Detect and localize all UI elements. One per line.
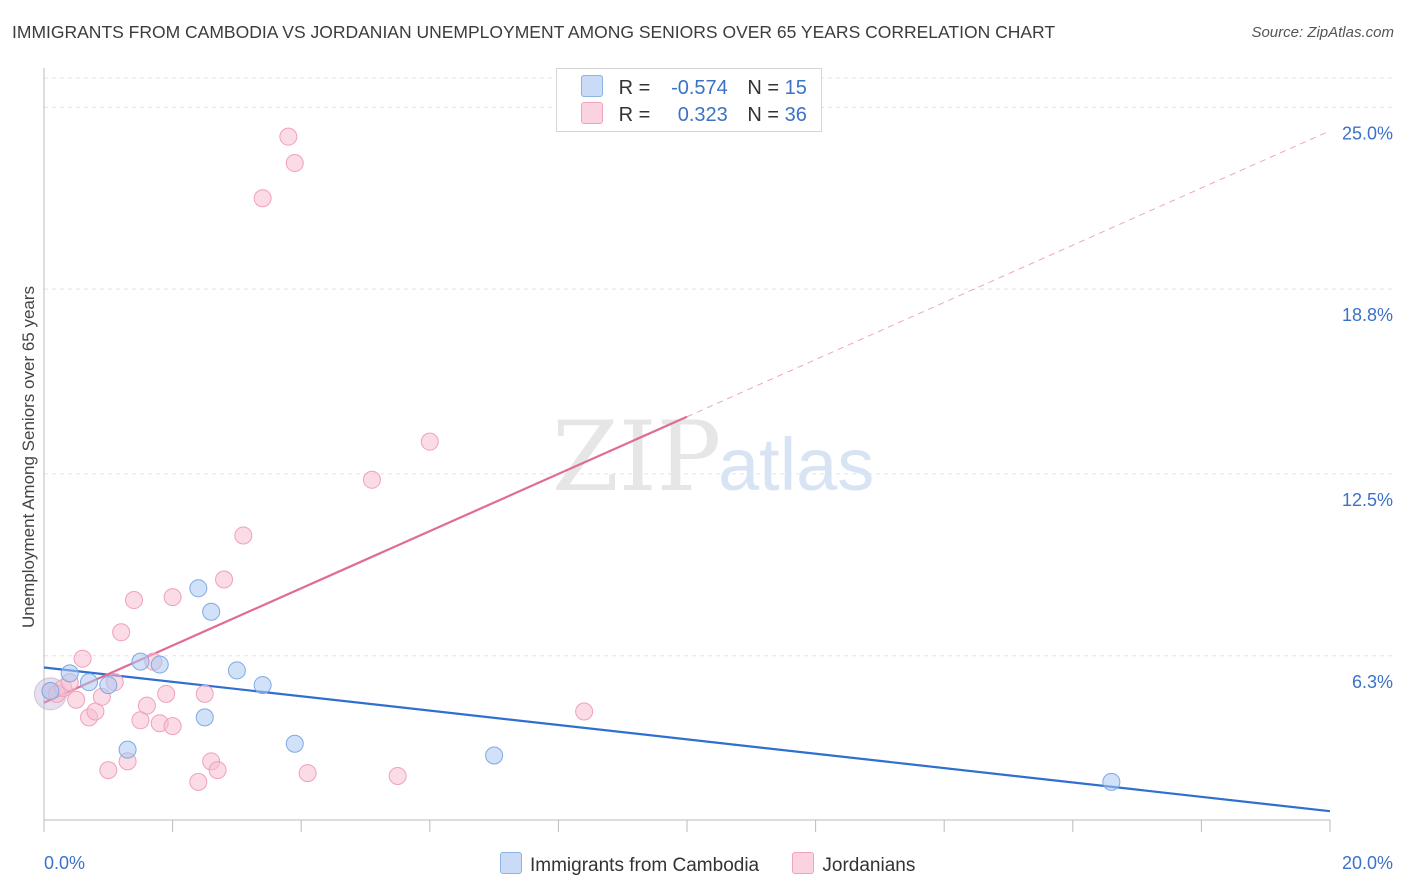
series-legend-cambodia[interactable]: Immigrants from Cambodia: [500, 852, 759, 877]
data-point-jordanians: [279, 127, 298, 146]
data-point-jordanians: [163, 717, 182, 736]
correlation-legend: R = -0.574 N = 15 R = 0.323 N = 36: [556, 68, 822, 132]
data-point-jordanians: [420, 432, 439, 451]
data-point-cambodia: [99, 676, 118, 695]
legend-n-label: N =: [747, 104, 780, 126]
data-point-cambodia: [60, 664, 79, 683]
data-point-jordanians: [163, 588, 182, 607]
legend-n-value-cambodia: 15: [784, 77, 807, 99]
watermark-zip: ZIP: [552, 401, 721, 513]
data-point-cambodia: [227, 661, 246, 680]
legend-n-label: N =: [747, 77, 780, 99]
series-legend-jordanians[interactable]: Jordanians: [792, 852, 915, 877]
trend-line-extension-1: [686, 130, 1331, 418]
data-point-cambodia: [485, 746, 504, 765]
x-tick-label: 0.0%: [44, 853, 85, 873]
data-point-jordanians: [137, 696, 156, 715]
source-label: Source: ZipAtlas.com: [1251, 24, 1394, 41]
data-point-jordanians: [215, 570, 234, 589]
data-point-jordanians: [298, 764, 317, 783]
data-point-jordanians: [388, 767, 407, 786]
legend-r-value-jordanians: 0.323: [677, 104, 728, 126]
data-point-jordanians: [208, 761, 227, 780]
data-point-jordanians: [157, 684, 176, 703]
data-point-cambodia: [150, 655, 169, 674]
data-point-cambodia: [202, 602, 221, 621]
legend-n-value-jordanians: 36: [784, 104, 807, 126]
y-tick-label: 18.8%: [1342, 305, 1393, 325]
series-swatch-jordanians: [792, 852, 815, 874]
data-point-cambodia: [253, 676, 272, 695]
data-point-jordanians: [125, 591, 144, 610]
data-point-jordanians: [99, 761, 118, 780]
legend-swatch-jordanians: [581, 102, 603, 124]
legend-r-label: R =: [618, 104, 651, 126]
data-point-cambodia: [189, 579, 208, 598]
data-point-jordanians: [112, 623, 131, 642]
data-point-cambodia: [118, 740, 137, 759]
legend-row-cambodia: R = -0.574 N = 15: [581, 75, 807, 99]
series-legend: Immigrants from Cambodia Jordanians: [500, 852, 943, 877]
data-point-jordanians: [67, 690, 86, 709]
x-tick-label: 20.0%: [1342, 853, 1393, 873]
series-legend-label-cambodia: Immigrants from Cambodia: [530, 855, 760, 876]
chart-title: IMMIGRANTS FROM CAMBODIA VS JORDANIAN UN…: [12, 22, 1056, 42]
data-point-cambodia: [1102, 772, 1121, 791]
watermark-atlas: atlas: [718, 423, 874, 506]
legend-r-value-cambodia: -0.574: [671, 77, 728, 99]
y-tick-label: 12.5%: [1342, 490, 1393, 510]
data-point-jordanians: [195, 684, 214, 703]
data-point-jordanians: [73, 649, 92, 668]
data-point-jordanians: [575, 702, 594, 721]
y-tick-label: 6.3%: [1352, 672, 1393, 692]
data-point-cambodia: [41, 681, 60, 700]
data-point-jordanians: [234, 526, 253, 545]
y-axis-label: Unemployment Among Seniors over 65 years: [19, 286, 38, 628]
legend-row-jordanians: R = 0.323 N = 36: [581, 102, 807, 126]
data-point-jordanians: [285, 154, 304, 173]
data-point-cambodia: [131, 652, 150, 671]
data-point-cambodia: [285, 734, 304, 753]
series-legend-label-jordanians: Jordanians: [822, 855, 916, 876]
data-point-jordanians: [189, 772, 208, 791]
data-point-cambodia: [80, 673, 99, 692]
data-point-jordanians: [253, 189, 272, 208]
series-swatch-cambodia: [500, 852, 522, 874]
legend-swatch-cambodia: [581, 75, 603, 97]
y-tick-label: 25.0%: [1342, 123, 1393, 143]
trend-line-0: [43, 666, 1331, 813]
data-point-jordanians: [362, 470, 381, 489]
legend-r-label: R =: [618, 77, 651, 99]
data-point-cambodia: [195, 708, 214, 727]
